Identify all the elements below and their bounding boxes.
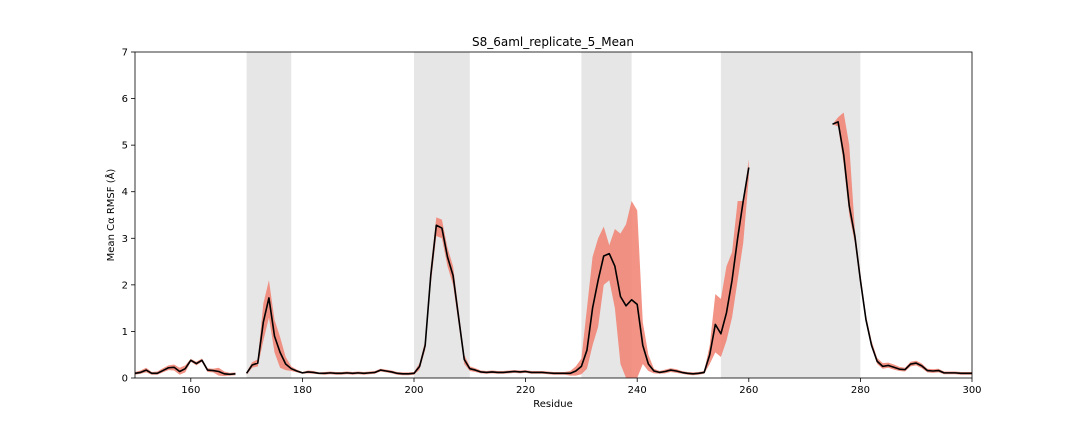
mean-line-segment — [832, 121, 972, 375]
x-axis-title: Residue — [533, 399, 572, 410]
y-tick-label: 7 — [122, 48, 128, 59]
highlight-regions — [246, 52, 861, 378]
y-tick-label: 4 — [122, 187, 128, 198]
y-tick-label: 0 — [122, 374, 128, 385]
y-tick-label: 3 — [122, 234, 128, 245]
error-band-segment — [246, 159, 749, 378]
x-tick-label: 180 — [293, 385, 312, 396]
y-axis-title: Mean Cα RMSF (Å) — [104, 169, 117, 262]
x-axis-ticks: 160 180 200 220 240 260 280 300 — [181, 378, 982, 396]
x-tick-label: 240 — [628, 385, 647, 396]
y-tick-label: 6 — [122, 94, 128, 105]
y-tick-label: 2 — [122, 280, 128, 291]
y-axis-ticks: 0 1 2 3 4 5 6 7 — [122, 48, 135, 385]
error-band-segment — [832, 112, 972, 375]
plot-axes — [134, 51, 973, 379]
x-tick-label: 200 — [404, 385, 423, 396]
rmsf-mean-line — [134, 121, 972, 376]
y-tick-label: 1 — [122, 327, 128, 338]
x-tick-label: 300 — [962, 385, 981, 396]
x-tick-label: 160 — [181, 385, 200, 396]
mean-line-segment — [245, 167, 750, 375]
mean-line-segment — [134, 359, 236, 376]
x-tick-label: 220 — [516, 385, 535, 396]
y-tick-label: 5 — [122, 141, 128, 152]
highlight-region — [414, 52, 470, 378]
highlight-region — [246, 52, 292, 378]
plot-frame — [134, 51, 973, 379]
chart-title: S8_6aml_replicate_5_Mean — [472, 35, 634, 49]
x-tick-label: 260 — [739, 385, 758, 396]
x-tick-label: 280 — [851, 385, 870, 396]
